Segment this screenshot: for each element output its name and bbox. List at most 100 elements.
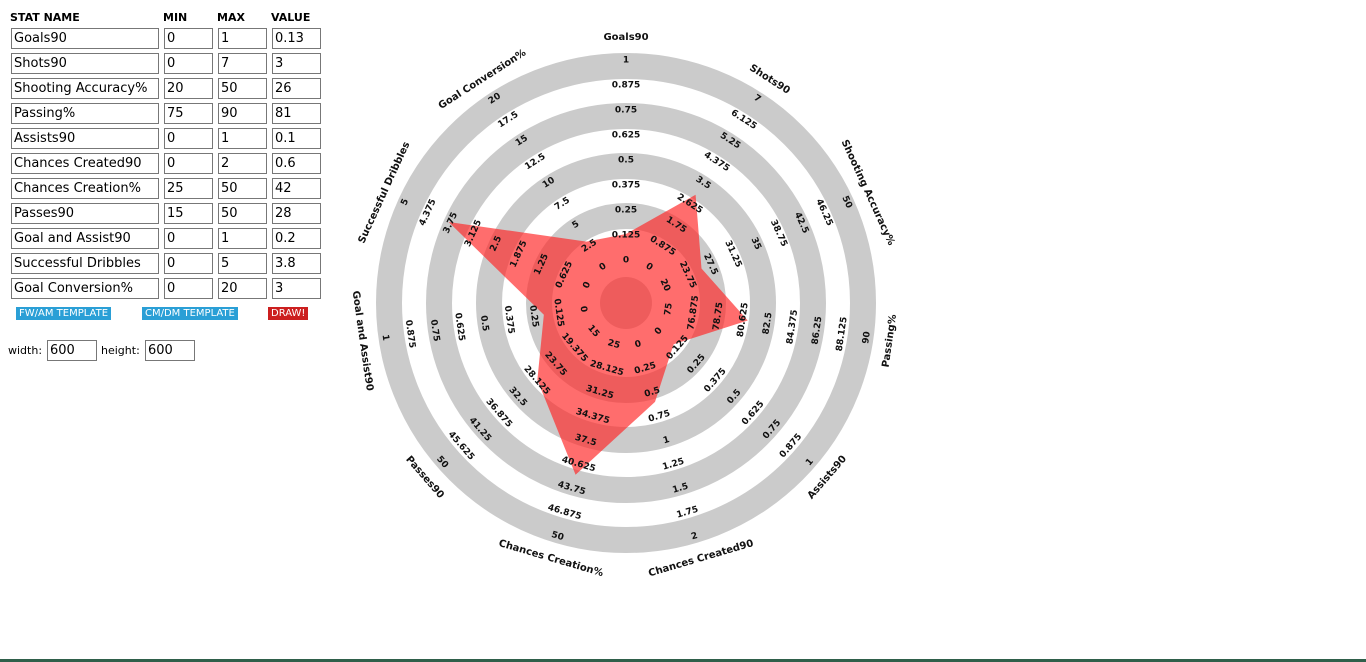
tick-label: 20 <box>658 278 672 294</box>
stat-name-input[interactable] <box>11 153 159 174</box>
stat-value-input[interactable] <box>272 278 321 299</box>
stat-name-input[interactable] <box>11 128 159 149</box>
tick-label: 0.375 <box>502 305 516 335</box>
tick-label: 19.375 <box>559 331 589 364</box>
tick-label: 0.25 <box>686 353 708 376</box>
tick-label: 0.25 <box>527 305 540 328</box>
stat-name-input[interactable] <box>11 253 159 274</box>
stat-min-input[interactable] <box>164 128 213 149</box>
stat-name-input[interactable] <box>11 103 159 124</box>
stat-value-input[interactable] <box>272 203 321 224</box>
tick-label: 0.875 <box>648 234 677 258</box>
tick-label: 0.625 <box>452 312 466 342</box>
stat-min-input[interactable] <box>164 53 213 74</box>
tick-label: 6.125 <box>729 108 758 132</box>
tick-label: 38.75 <box>768 218 789 248</box>
tick-label: 50 <box>550 530 565 543</box>
stat-value-input[interactable] <box>272 228 321 249</box>
stat-min-input[interactable] <box>164 178 213 199</box>
stat-max-input[interactable] <box>218 78 267 99</box>
stat-name-input[interactable] <box>11 278 159 299</box>
stat-max-input[interactable] <box>218 103 267 124</box>
ring <box>526 203 726 403</box>
tick-label: 1.75 <box>664 215 688 235</box>
tick-label: 50 <box>839 194 853 210</box>
column-header: MIN <box>163 11 188 24</box>
template-button[interactable]: CM/DM TEMPLATE <box>142 307 238 320</box>
stat-value-input[interactable] <box>272 103 321 124</box>
stat-name-input[interactable] <box>11 178 159 199</box>
stat-value-input[interactable] <box>272 128 321 149</box>
stat-name-input[interactable] <box>11 53 159 74</box>
tick-label: 1.25 <box>661 457 685 473</box>
stat-min-input[interactable] <box>164 28 213 49</box>
stat-max-input[interactable] <box>218 178 267 199</box>
tick-label: 42.5 <box>792 211 810 235</box>
tick-label: 2.5 <box>580 238 599 255</box>
tick-label: 78.75 <box>712 302 726 332</box>
tick-label: 88.125 <box>835 316 850 352</box>
stat-min-input[interactable] <box>164 103 213 124</box>
stat-name-input[interactable] <box>11 228 159 249</box>
axis-label: Goal and Assist90 <box>350 290 375 392</box>
stat-value-input[interactable] <box>272 178 321 199</box>
tick-label: 7.5 <box>553 196 572 213</box>
tick-label: 0.25 <box>615 206 637 216</box>
stat-max-input[interactable] <box>218 253 267 274</box>
stat-max-input[interactable] <box>218 53 267 74</box>
template-button[interactable]: FW/AM TEMPLATE <box>16 307 112 320</box>
stat-value-input[interactable] <box>272 253 321 274</box>
stat-max-input[interactable] <box>218 278 267 299</box>
tick-label: 0.625 <box>554 260 575 290</box>
stat-value-input[interactable] <box>272 28 321 49</box>
tick-label: 25 <box>606 338 621 351</box>
axis-label: Passing% <box>881 314 899 368</box>
tick-label: 45.625 <box>446 430 476 463</box>
tick-label: 90 <box>861 331 873 345</box>
stat-min-input[interactable] <box>164 78 213 99</box>
tick-label: 0 <box>653 326 665 337</box>
stat-min-input[interactable] <box>164 203 213 224</box>
template-button[interactable]: DRAW! <box>268 307 309 320</box>
stat-max-input[interactable] <box>218 128 267 149</box>
column-header: VALUE <box>271 11 311 24</box>
tick-label: 76.875 <box>686 295 701 331</box>
stat-min-input[interactable] <box>164 228 213 249</box>
stat-max-input[interactable] <box>218 153 267 174</box>
stat-value-input[interactable] <box>272 153 321 174</box>
tick-label: 36.875 <box>484 397 514 430</box>
stat-max-input[interactable] <box>218 228 267 249</box>
tick-label: 23.75 <box>542 350 568 378</box>
height-input[interactable] <box>145 340 195 361</box>
stat-min-input[interactable] <box>164 278 213 299</box>
tick-label: 0.375 <box>612 181 640 191</box>
tick-label: 2.5 <box>489 234 505 253</box>
tick-label: 0.5 <box>478 315 490 332</box>
tick-label: 0.125 <box>551 298 565 328</box>
tick-label: 15 <box>585 323 601 339</box>
stat-name-input[interactable] <box>11 28 159 49</box>
tick-label: 0.875 <box>778 432 804 460</box>
width-input[interactable] <box>47 340 97 361</box>
stat-name-input[interactable] <box>11 78 159 99</box>
tick-label: 3.5 <box>694 175 713 192</box>
center-disc <box>600 277 652 329</box>
tick-label: 0.75 <box>761 418 783 441</box>
stat-name-input[interactable] <box>11 203 159 224</box>
tick-label: 0.625 <box>740 399 766 427</box>
tick-label: 1 <box>662 435 671 446</box>
stat-value-input[interactable] <box>272 78 321 99</box>
tick-label: 15 <box>514 133 530 148</box>
stat-max-input[interactable] <box>218 203 267 224</box>
stat-value-input[interactable] <box>272 53 321 74</box>
stat-min-input[interactable] <box>164 253 213 274</box>
axis-label: Goals90 <box>603 32 648 43</box>
tick-label: 1.5 <box>671 482 689 496</box>
tick-label: 43.75 <box>556 480 586 498</box>
ring <box>476 153 776 453</box>
axis-label: Passes90 <box>403 454 446 501</box>
axis-label: Chances Created90 <box>647 538 755 579</box>
tick-label: 46.25 <box>813 198 834 228</box>
stat-min-input[interactable] <box>164 153 213 174</box>
stat-max-input[interactable] <box>218 28 267 49</box>
